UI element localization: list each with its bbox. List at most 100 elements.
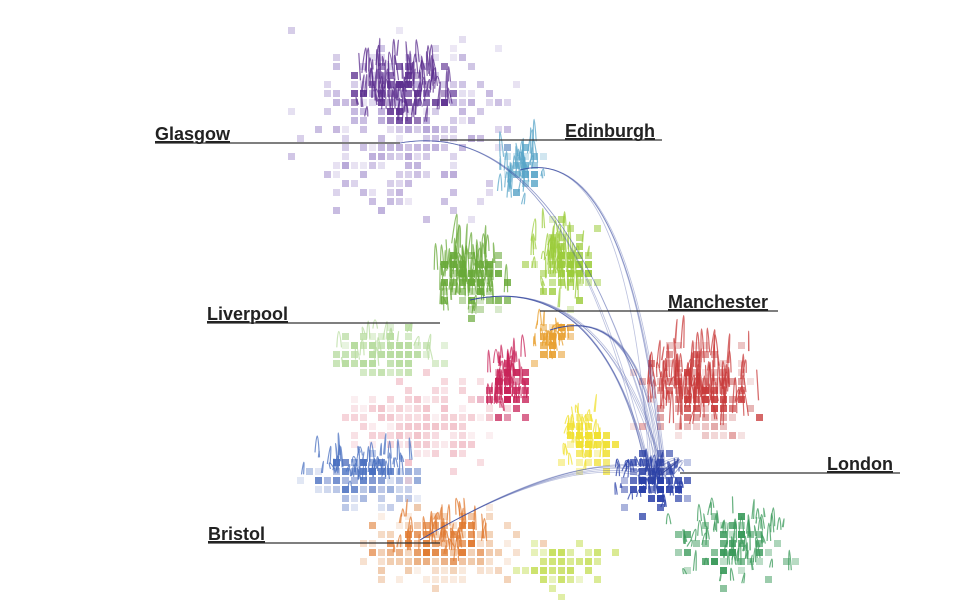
tile <box>369 342 376 349</box>
spike <box>582 435 589 443</box>
tile <box>504 405 511 412</box>
spike <box>486 383 492 405</box>
tile <box>423 549 430 556</box>
spike <box>573 245 580 257</box>
tile <box>549 270 556 277</box>
spike <box>581 445 586 459</box>
tile <box>432 531 439 538</box>
tile <box>576 468 583 475</box>
tile <box>333 162 340 169</box>
tile <box>549 549 556 556</box>
tile <box>396 153 403 160</box>
tile <box>450 441 457 448</box>
tile <box>378 567 385 574</box>
tile <box>405 441 412 448</box>
spike <box>692 549 697 571</box>
tile <box>459 450 466 457</box>
tile <box>405 126 412 133</box>
tile <box>774 540 781 547</box>
spike <box>373 339 377 355</box>
spike <box>740 374 747 393</box>
spike <box>474 247 481 274</box>
tile <box>576 270 583 277</box>
spike <box>651 379 656 399</box>
tile <box>405 342 412 349</box>
tile <box>531 180 538 187</box>
spike <box>443 279 449 311</box>
spike <box>439 263 444 291</box>
spike <box>653 469 657 479</box>
spike <box>651 469 655 482</box>
spike <box>463 498 467 525</box>
tile <box>324 108 331 115</box>
tile <box>477 549 484 556</box>
tile <box>477 567 484 574</box>
spike <box>532 118 537 142</box>
spike <box>586 409 591 415</box>
spike <box>733 518 738 529</box>
spike <box>451 213 458 244</box>
spike <box>721 365 725 390</box>
spike <box>367 461 370 473</box>
tile <box>459 288 466 295</box>
tile <box>522 567 529 574</box>
spike <box>668 463 673 474</box>
city-label: Liverpool <box>207 304 288 324</box>
spike <box>566 430 572 439</box>
tile <box>333 54 340 61</box>
tile <box>558 270 565 277</box>
spike <box>745 519 750 534</box>
tile <box>405 549 412 556</box>
tile <box>396 405 403 412</box>
tile <box>450 423 457 430</box>
arc <box>659 461 683 484</box>
tile <box>360 423 367 430</box>
spike <box>753 525 758 537</box>
tile <box>441 423 448 430</box>
tile <box>459 90 466 97</box>
tile <box>414 567 421 574</box>
spike <box>526 129 534 154</box>
spike <box>586 245 590 257</box>
spike <box>730 542 734 554</box>
tile <box>369 486 376 493</box>
tile <box>387 108 394 115</box>
tile <box>486 180 493 187</box>
spike <box>444 249 447 269</box>
tile <box>468 414 475 421</box>
tile <box>441 558 448 565</box>
spike <box>567 452 573 465</box>
tile <box>387 369 394 376</box>
spike <box>683 529 686 545</box>
spike <box>551 323 558 329</box>
spike <box>440 504 443 529</box>
arc <box>419 471 662 541</box>
tile <box>378 162 385 169</box>
tile <box>387 117 394 124</box>
tile <box>414 90 421 97</box>
tile <box>495 45 502 52</box>
tile <box>459 432 466 439</box>
tile <box>531 549 538 556</box>
tile <box>432 360 439 367</box>
arc <box>657 459 680 476</box>
tile <box>477 540 484 547</box>
tile <box>333 171 340 178</box>
spike <box>570 406 575 420</box>
spike <box>684 534 688 542</box>
spike <box>396 438 401 460</box>
spike <box>570 416 574 437</box>
arc <box>419 464 667 541</box>
tile <box>459 540 466 547</box>
spike <box>566 265 570 291</box>
spike <box>391 90 396 110</box>
spike <box>685 367 692 380</box>
tile <box>504 387 511 394</box>
arc <box>549 325 667 481</box>
spike <box>718 377 722 387</box>
spike <box>393 457 399 468</box>
tile <box>387 117 394 124</box>
tile <box>576 450 583 457</box>
tile <box>738 567 745 574</box>
tile <box>603 459 610 466</box>
